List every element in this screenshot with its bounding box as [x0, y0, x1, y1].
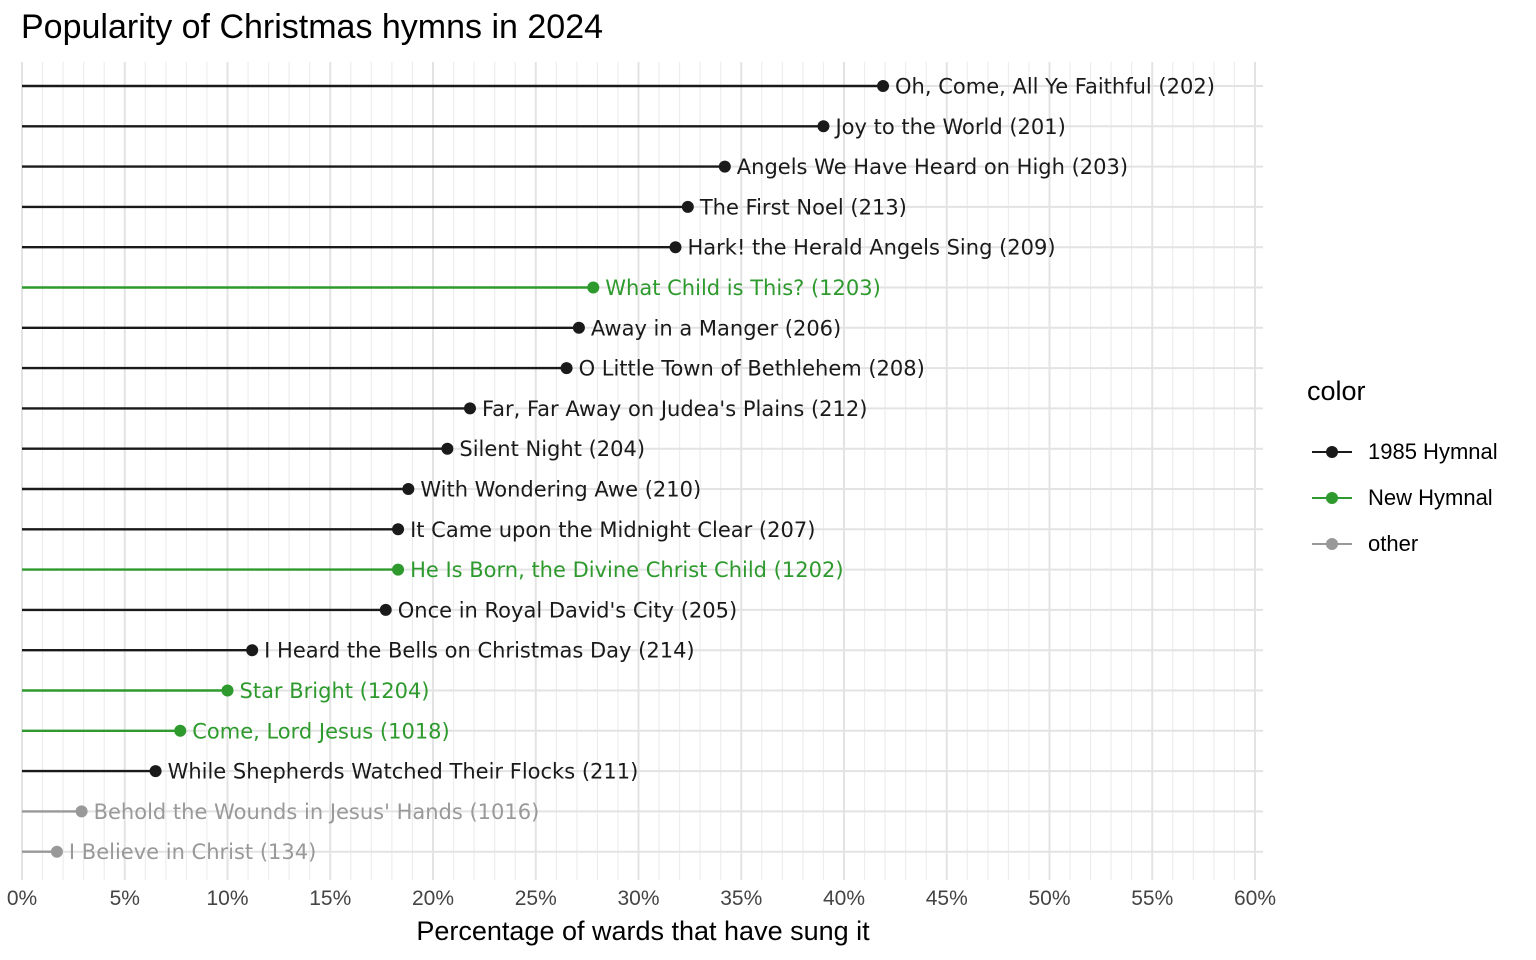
lollipop-point — [174, 724, 187, 737]
lollipop-row: While Shepherds Watched Their Flocks (21… — [22, 760, 638, 784]
x-tick-label: 0% — [7, 887, 37, 910]
lollipop-row: I Believe in Christ (134) — [22, 840, 316, 864]
legend-label: 1985 Hymnal — [1368, 439, 1498, 464]
x-tick-label: 60% — [1234, 887, 1276, 910]
lollipop-point — [50, 845, 63, 858]
point-label: Hark! the Herald Angels Sing (209) — [687, 236, 1055, 260]
lollipop-point — [392, 523, 405, 536]
point-label: O Little Town of Bethlehem (208) — [579, 357, 925, 381]
legend-key-icon — [1312, 488, 1352, 508]
lollipop-row: It Came upon the Midnight Clear (207) — [22, 518, 815, 542]
point-label: With Wondering Awe (210) — [420, 478, 701, 502]
lollipop-row: Oh, Come, All Ye Faithful (202) — [22, 75, 1215, 99]
point-label: Oh, Come, All Ye Faithful (202) — [895, 75, 1215, 99]
lollipop-row: Away in a Manger (206) — [22, 316, 841, 340]
lollipop-row: Behold the Wounds in Jesus' Hands (1016) — [22, 800, 539, 824]
point-label: I Believe in Christ (134) — [69, 840, 316, 864]
lollipop-point — [441, 442, 454, 455]
lollipop-row: Once in Royal David's City (205) — [22, 598, 737, 622]
x-tick-label: 5% — [110, 887, 140, 910]
point-label: Silent Night (204) — [459, 437, 645, 461]
x-tick-label: 25% — [515, 887, 557, 910]
lollipop-point — [587, 281, 600, 294]
lollipop-row: Far, Far Away on Judea's Plains (212) — [22, 397, 867, 421]
x-tick-label: 40% — [823, 887, 865, 910]
point-label: Far, Far Away on Judea's Plains (212) — [482, 397, 867, 421]
legend-item: New Hymnal — [1307, 475, 1498, 521]
lollipop-point — [392, 563, 405, 576]
lollipop-row: Hark! the Herald Angels Sing (209) — [22, 236, 1056, 260]
lollipop-point — [718, 160, 731, 173]
lollipop-row: I Heard the Bells on Christmas Day (214) — [22, 639, 695, 663]
lollipop-point — [463, 402, 476, 415]
legend-item: 1985 Hymnal — [1307, 429, 1498, 475]
x-tick-label: 45% — [926, 887, 968, 910]
lollipop-point — [221, 684, 234, 697]
x-tick-label: 50% — [1028, 887, 1070, 910]
point-label: The First Noel (213) — [699, 195, 907, 219]
lollipop-point — [402, 483, 415, 495]
chart-title: Popularity of Christmas hymns in 2024 — [21, 8, 604, 46]
point-label: I Heard the Bells on Christmas Day (214) — [264, 639, 694, 663]
point-label: Come, Lord Jesus (1018) — [192, 719, 450, 743]
lollipop-row: Silent Night (204) — [22, 437, 645, 461]
x-tick-label: 15% — [309, 887, 351, 910]
point-label: While Shepherds Watched Their Flocks (21… — [168, 760, 639, 784]
lollipop-row: The First Noel (213) — [22, 195, 907, 219]
lollipop-row: Joy to the World (201) — [22, 115, 1066, 139]
lollipop-point — [877, 80, 890, 92]
point-label: Away in a Manger (206) — [591, 316, 841, 340]
lollipop-point — [379, 603, 392, 616]
lollipop-row: With Wondering Awe (210) — [22, 478, 701, 502]
point-label: Joy to the World (201) — [833, 115, 1065, 139]
lollipop-point — [75, 805, 88, 818]
chart-marks: Oh, Come, All Ye Faithful (202) Joy to th… — [22, 75, 1215, 864]
legend: color 1985 Hymnal New Hymnal other — [1307, 376, 1498, 567]
legend-key-icon — [1312, 442, 1352, 462]
point-label: Angels We Have Heard on High (203) — [737, 155, 1128, 179]
lollipop-row: Star Bright (1204) — [22, 679, 430, 703]
point-label: Once in Royal David's City (205) — [398, 598, 737, 622]
legend-label: other — [1368, 531, 1419, 556]
grid — [21, 62, 1263, 880]
point-label: Star Bright (1204) — [240, 679, 430, 703]
lollipop-row: O Little Town of Bethlehem (208) — [22, 357, 925, 381]
lollipop-row: Angels We Have Heard on High (203) — [22, 155, 1128, 179]
point-label: What Child is This? (1203) — [605, 276, 881, 300]
legend-label: New Hymnal — [1368, 485, 1493, 510]
lollipop-point — [572, 321, 585, 334]
lollipop-point — [681, 200, 694, 213]
lollipop-point — [149, 765, 162, 778]
lollipop-row: He Is Born, the Divine Christ Child (120… — [22, 558, 844, 582]
x-tick-label: 30% — [617, 887, 659, 910]
point-label: It Came upon the Midnight Clear (207) — [410, 518, 815, 542]
x-tick-label: 20% — [412, 887, 454, 910]
x-tick-label: 35% — [720, 887, 762, 910]
x-tick-label: 10% — [206, 887, 248, 910]
legend-key-icon — [1312, 534, 1352, 554]
legend-title: color — [1307, 376, 1366, 406]
lollipop-row: Come, Lord Jesus (1018) — [22, 719, 450, 743]
legend-item: other — [1307, 521, 1498, 567]
point-label: He Is Born, the Divine Christ Child (120… — [410, 558, 843, 582]
x-tick-label: 55% — [1131, 887, 1173, 910]
lollipop-row: What Child is This? (1203) — [22, 276, 881, 300]
lollipop-point — [817, 120, 830, 133]
lollipop-point — [669, 241, 682, 254]
lollipop-point — [560, 362, 573, 375]
x-axis-title: Percentage of wards that have sung it — [416, 916, 870, 946]
point-label: Behold the Wounds in Jesus' Hands (1016) — [94, 800, 540, 824]
x-axis-ticks: 0% 5% 10% 15% 20% 25% 30% 35% 40% 45% 50% 55% 60% — [7, 887, 1276, 910]
lollipop-point — [246, 644, 259, 657]
